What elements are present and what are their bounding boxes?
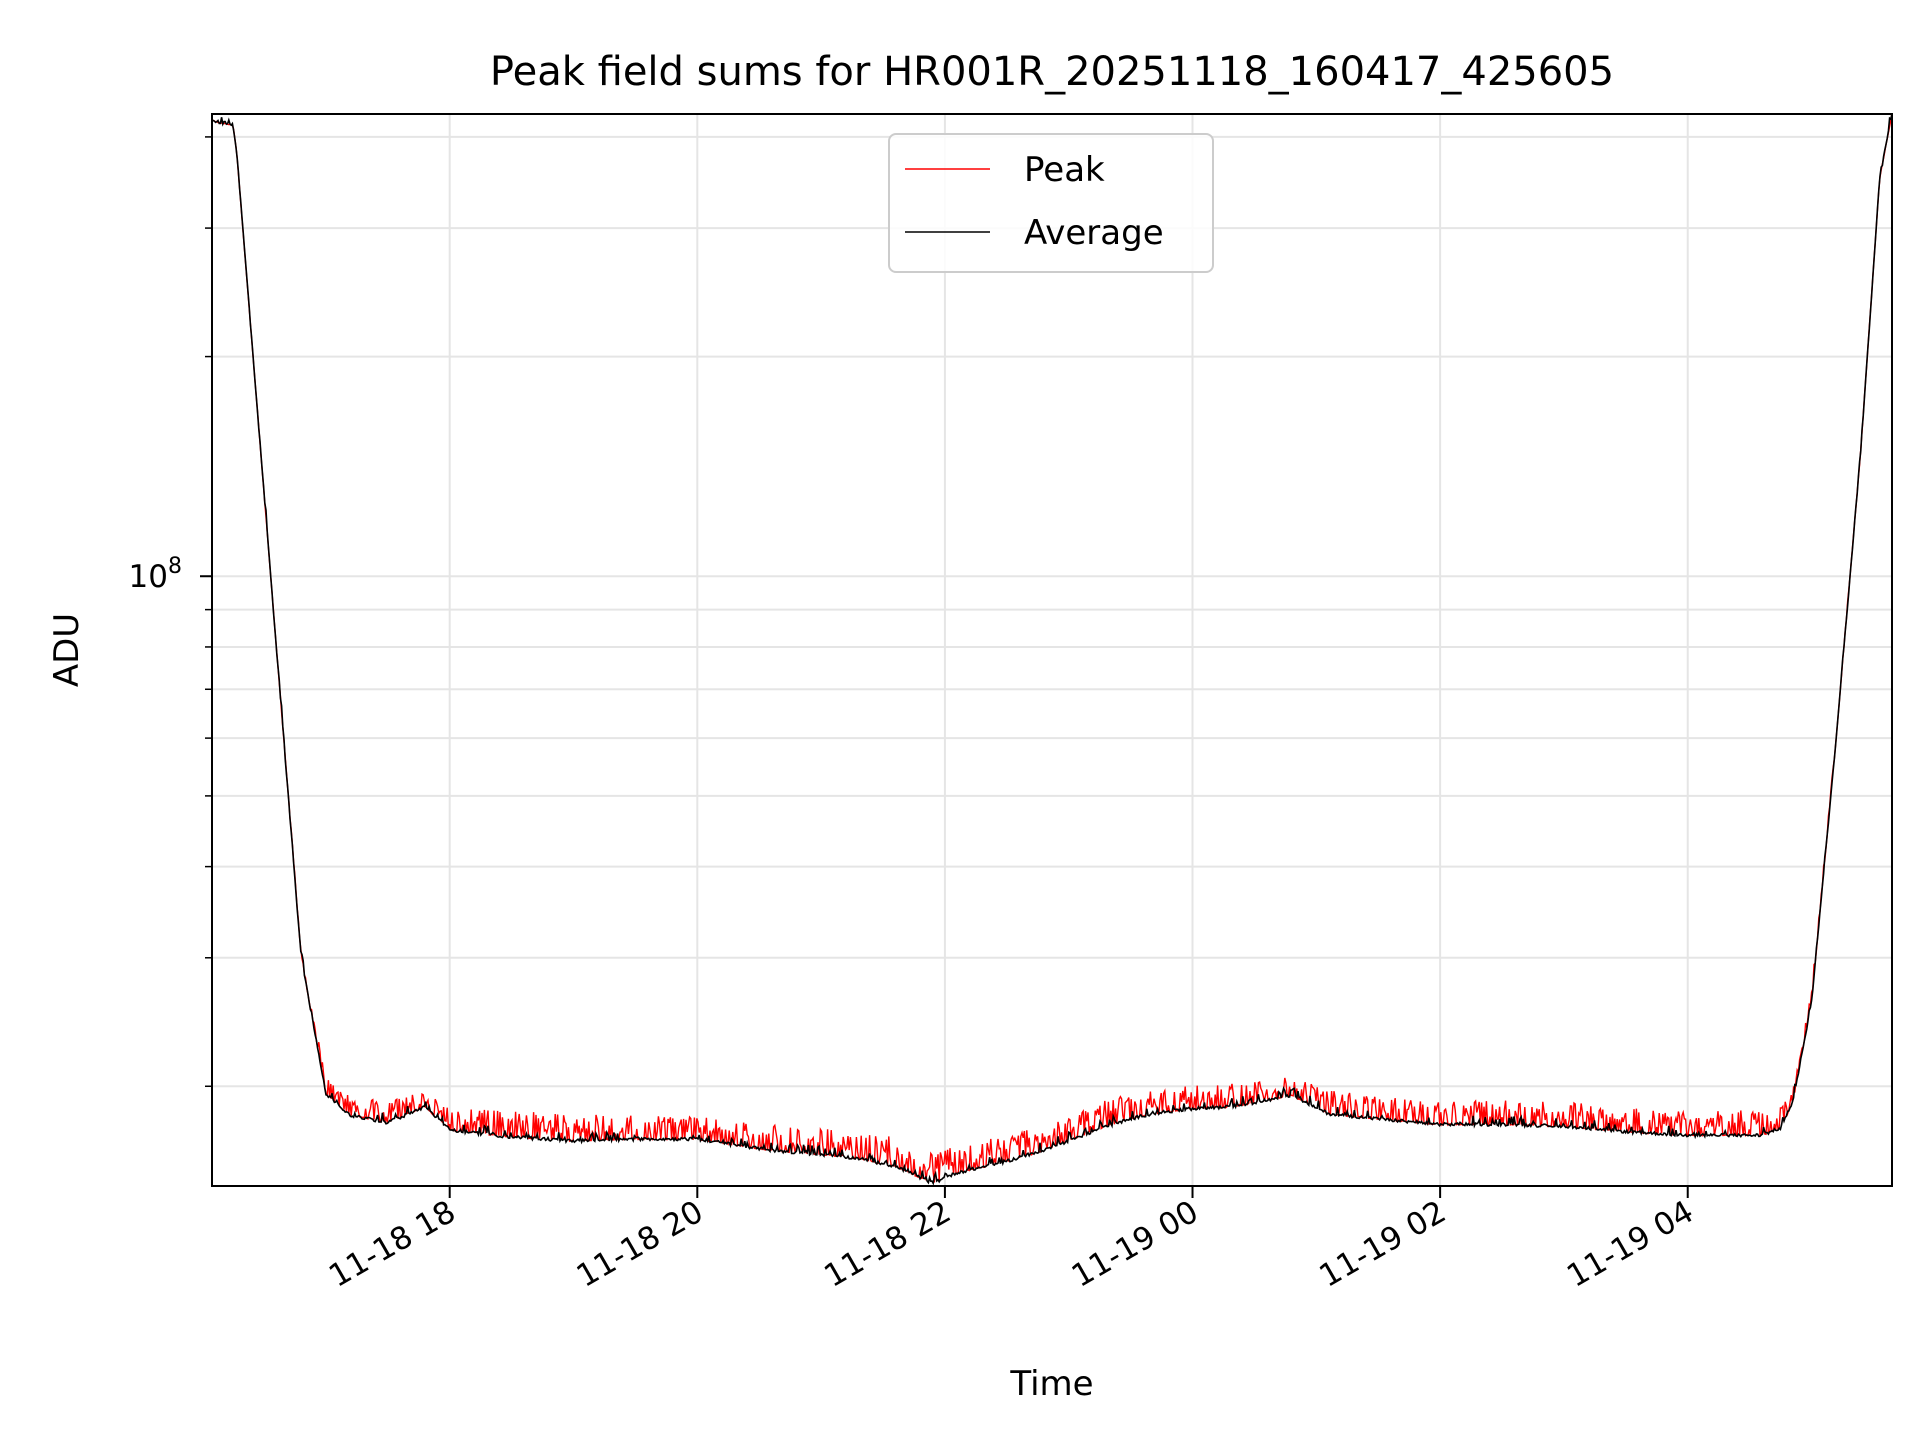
legend-peak-label: Peak	[1024, 150, 1105, 190]
plot-frame	[211, 113, 1893, 1187]
chart-title: Peak field sums for HR001R_20251118_1604…	[490, 49, 1614, 95]
average-series-line	[212, 114, 1892, 1186]
series-layer	[212, 114, 1892, 1186]
y-tick-base: 10	[129, 559, 168, 595]
y-tick-label: 108	[129, 554, 182, 595]
x-axis-label: Time	[1009, 1364, 1093, 1404]
legend: Peak Average	[888, 133, 1214, 273]
y-tick-exponent: 8	[168, 554, 182, 579]
legend-average-label: Average	[1024, 213, 1164, 253]
grid	[212, 114, 1892, 1186]
y-axis-label: ADU	[47, 613, 87, 687]
